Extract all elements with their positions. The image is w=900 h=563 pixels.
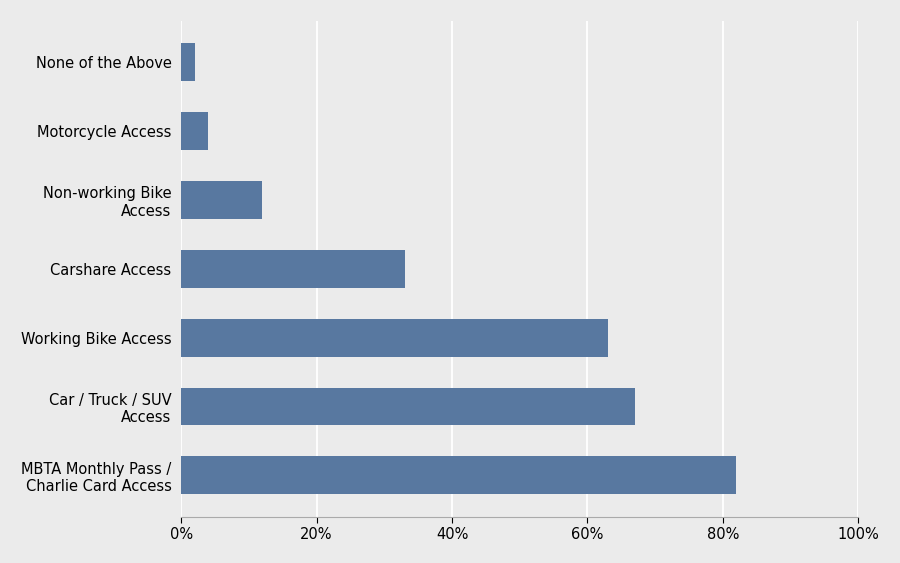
Bar (181, 112, 208, 150)
Bar (181, 43, 194, 81)
Bar (181, 181, 263, 219)
Bar (181, 457, 736, 494)
Bar (181, 250, 405, 288)
Bar (181, 387, 634, 426)
Bar (181, 319, 608, 356)
